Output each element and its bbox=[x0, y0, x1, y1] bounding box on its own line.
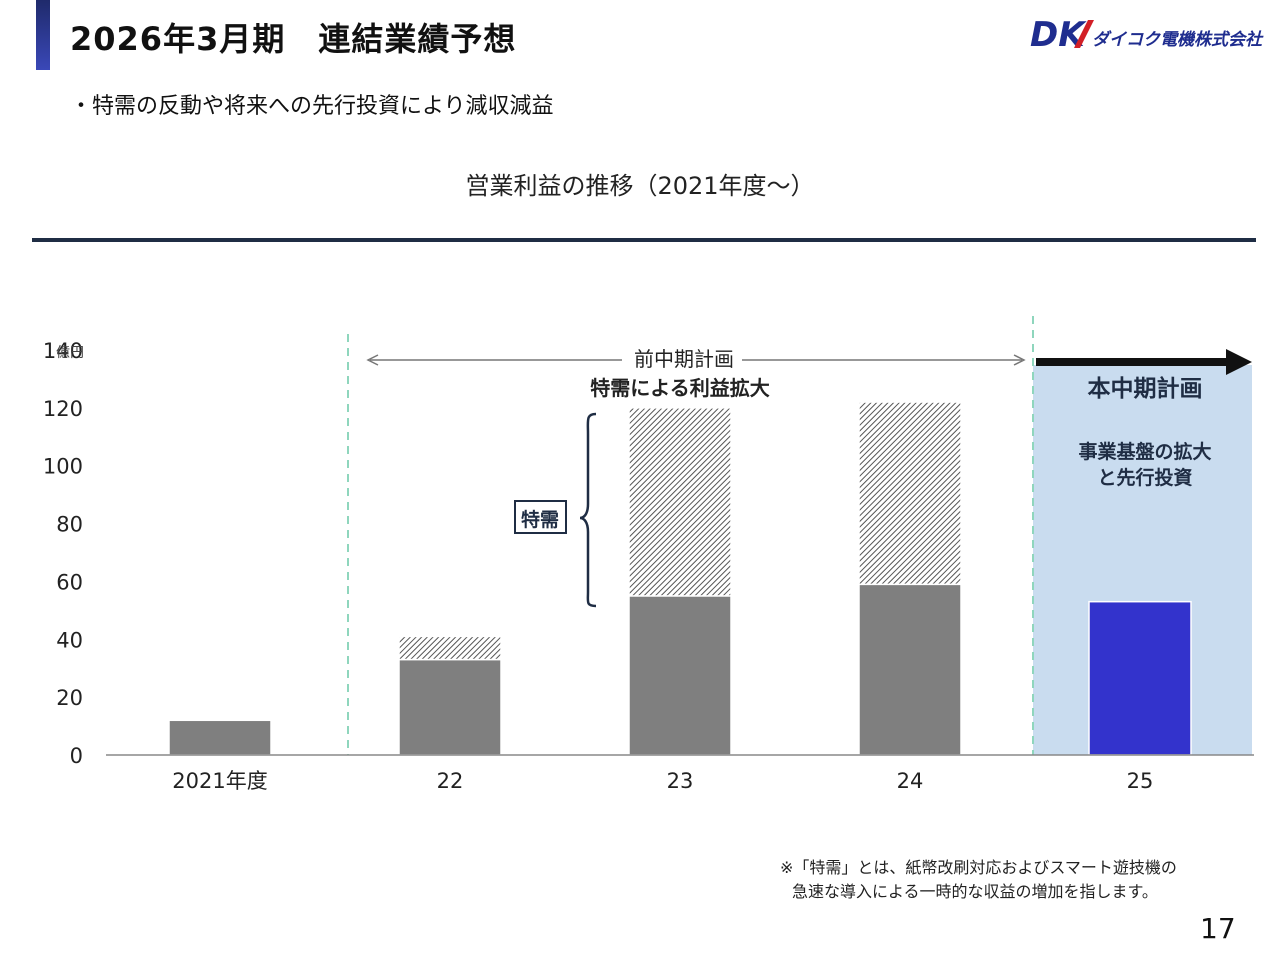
current-plan-arrow-head bbox=[1226, 349, 1252, 375]
bar-tokuju bbox=[398, 635, 502, 661]
y-tick-label: 120 bbox=[43, 397, 83, 421]
footnote-line-1: ※「特需」とは、紙幣改刷対応およびスマート遊技機の bbox=[780, 858, 1177, 877]
tokuju-box-label: 特需 bbox=[521, 509, 559, 531]
x-tick-label: 23 bbox=[667, 769, 694, 793]
x-tick-label: 22 bbox=[437, 769, 464, 793]
prev-plan-label: 前中期計画 bbox=[634, 347, 734, 371]
title-divider bbox=[32, 238, 1256, 242]
operating-profit-chart: 0 20 40 60 80 100 120 140 億円 2021年度 22 23 24 25 前中期… bbox=[43, 316, 1254, 793]
y-tick-label: 40 bbox=[56, 628, 83, 652]
company-logo: DK ダイコク電機株式会社 bbox=[1030, 15, 1264, 54]
bar-operating-profit bbox=[1088, 600, 1192, 756]
page-title: 2026年3月期 連結業績予想 bbox=[70, 20, 517, 58]
bars bbox=[168, 401, 1192, 756]
footnote-line-2: 急速な導入による一時的な収益の増加を指します。 bbox=[792, 882, 1158, 901]
prev-plan-sublabel: 特需による利益拡大 bbox=[590, 376, 769, 400]
y-unit-label: 億円 bbox=[56, 345, 84, 361]
current-plan-sub1: 事業基盤の拡大 bbox=[1078, 440, 1211, 463]
x-tick-label: 2021年度 bbox=[172, 769, 267, 793]
y-tick-label: 60 bbox=[56, 570, 83, 594]
tokuju-brace bbox=[579, 412, 597, 608]
current-plan-label: 本中期計画 bbox=[1088, 375, 1203, 402]
tokuju-box bbox=[514, 500, 567, 534]
summary-bullet: ・特需の反動や将来への先行投資により減収減益 bbox=[70, 94, 554, 119]
logo-text: ダイコク電機株式会社 bbox=[1092, 30, 1264, 50]
y-tick-label: 20 bbox=[56, 686, 83, 710]
chart-title: 営業利益の推移（2021年度～） bbox=[465, 172, 815, 200]
bar-tokuju bbox=[628, 407, 732, 597]
page-number: 17 bbox=[1200, 912, 1236, 945]
x-tick-label: 24 bbox=[897, 769, 924, 793]
footnote: ※「特需」とは、紙幣改刷対応およびスマート遊技機の 急速な導入による一時的な収益… bbox=[780, 856, 1177, 904]
prev-plan-arrow-right-head bbox=[1013, 354, 1026, 366]
y-tick-label: 0 bbox=[70, 744, 83, 768]
logo-mark: DK bbox=[1030, 15, 1087, 54]
prev-plan-arrow-left-head bbox=[366, 354, 379, 366]
y-tick-label: 100 bbox=[43, 455, 83, 479]
x-tick-label: 25 bbox=[1127, 769, 1154, 793]
y-axis: 0 20 40 60 80 100 120 140 bbox=[43, 339, 83, 768]
bar-tokuju bbox=[858, 401, 962, 586]
bar-operating-profit bbox=[858, 583, 962, 756]
logo-red-stripe bbox=[1074, 20, 1094, 48]
title-accent-bar bbox=[36, 0, 50, 70]
bar-operating-profit bbox=[398, 658, 502, 756]
y-tick-label: 140 bbox=[43, 339, 83, 363]
bar-operating-profit bbox=[628, 595, 732, 756]
current-plan-sub2: と先行投資 bbox=[1097, 466, 1192, 489]
x-axis: 2021年度 22 23 24 25 bbox=[172, 769, 1153, 793]
y-tick-label: 80 bbox=[56, 513, 83, 537]
bar-operating-profit bbox=[168, 719, 272, 756]
